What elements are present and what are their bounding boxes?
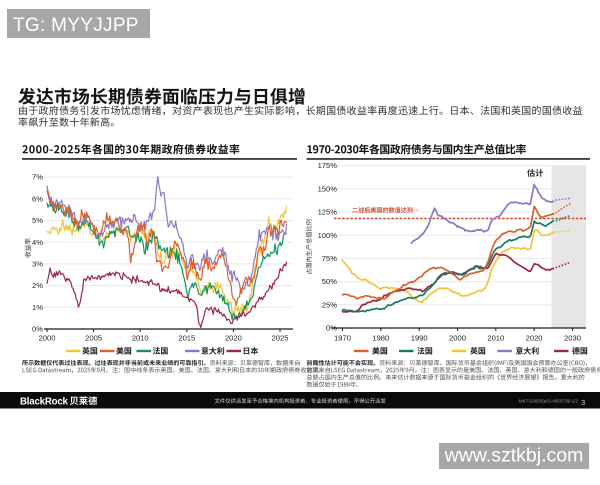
svg-text:BlackRock: BlackRock	[20, 396, 69, 407]
svg-text:100%: 100%	[318, 231, 338, 240]
svg-text:150%: 150%	[318, 184, 338, 193]
svg-text:7%: 7%	[32, 173, 43, 182]
svg-text:75%: 75%	[322, 254, 337, 263]
svg-text:MKTG0825(a/S-4050739-1/2: MKTG0825(a/S-4050739-1/2	[519, 399, 579, 404]
svg-text:3: 3	[581, 398, 585, 407]
svg-text:2020: 2020	[225, 333, 242, 342]
svg-text:TG: MYYJJPP: TG: MYYJJPP	[13, 15, 139, 36]
svg-text:1980: 1980	[372, 333, 389, 342]
svg-text:125%: 125%	[318, 208, 338, 217]
svg-text:50%: 50%	[322, 277, 337, 286]
svg-text:1990: 1990	[411, 333, 428, 342]
svg-text:www.sztkbj.com: www.sztkbj.com	[444, 445, 584, 467]
svg-text:2020: 2020	[526, 333, 543, 342]
svg-text:2030: 2030	[564, 333, 581, 342]
svg-text:1%: 1%	[32, 303, 43, 312]
svg-text:2000: 2000	[39, 333, 56, 342]
svg-text:2%: 2%	[32, 281, 43, 290]
svg-text:6%: 6%	[32, 194, 43, 203]
svg-text:2025: 2025	[272, 333, 289, 342]
svg-text:2010: 2010	[132, 333, 149, 342]
svg-text:3%: 3%	[32, 260, 43, 269]
svg-text:2010: 2010	[487, 333, 504, 342]
svg-text:4%: 4%	[32, 238, 43, 247]
svg-text:0%: 0%	[32, 325, 43, 334]
svg-text:2000: 2000	[449, 333, 466, 342]
svg-text:1970: 1970	[334, 333, 351, 342]
svg-text:175%: 175%	[318, 161, 338, 170]
svg-text:25%: 25%	[322, 300, 337, 309]
svg-text:2015: 2015	[178, 333, 195, 342]
svg-text:5%: 5%	[32, 216, 43, 225]
svg-text:2005: 2005	[85, 333, 102, 342]
